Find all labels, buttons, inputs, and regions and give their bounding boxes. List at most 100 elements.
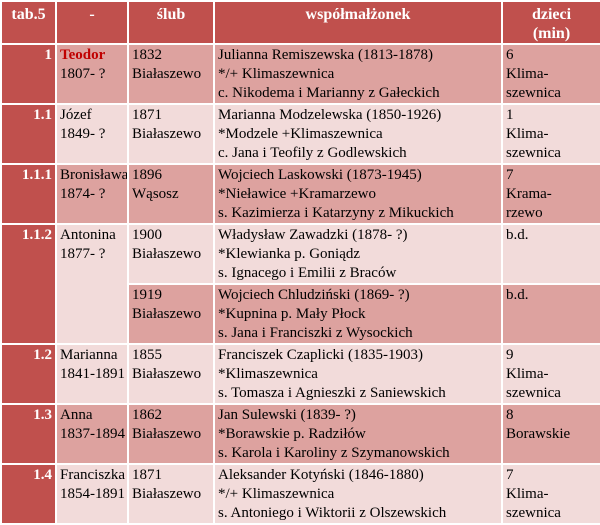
spouse-line: *Nieławice +Kramarzewo	[218, 186, 376, 202]
table-row: 1.2 Marianna 1841-1891 1855 Białaszewo F…	[0, 343, 600, 405]
marriage-year: 1900	[132, 227, 162, 243]
marriage-place: Białaszewo	[132, 306, 202, 322]
marriage-year: 1862	[132, 407, 162, 423]
children-line: 9	[506, 347, 514, 363]
marriage-cell: 1832 Białaszewo	[127, 43, 215, 105]
children-line: 1	[506, 107, 514, 123]
table-header-row: tab.5 - ślub współmałżonek dzieci (min)	[0, 0, 600, 45]
row-number: 1	[0, 43, 57, 105]
table-row: 1.3 Anna 1837-1894 1862 Białaszewo Jan S…	[0, 403, 600, 465]
children-line: 8	[506, 407, 514, 423]
marriage-place: Białaszewo	[132, 366, 202, 382]
children-line: szewnica	[506, 505, 561, 521]
spouse-line: *Borawskie p. Radziłów	[218, 426, 366, 442]
marriage-year: 1871	[132, 467, 162, 483]
person-name: Anna	[60, 407, 93, 423]
marriage-year: 1919	[132, 287, 162, 303]
children-cell: 1 Klima- szewnica	[501, 103, 600, 165]
spouse-line: Marianna Modzelewska (1850-1926)	[218, 107, 442, 123]
marriage-place: Białaszewo	[132, 66, 202, 82]
children-line: Klima-	[506, 66, 549, 82]
children-line: b.d.	[506, 227, 529, 243]
spouse-line: *Klewianka p. Goniądz	[218, 246, 361, 262]
spouse-line: Franciszek Czaplicki (1835-1903)	[218, 347, 423, 363]
person-cell: Anna 1837-1894	[55, 403, 129, 465]
person-dates: 1854-1891	[60, 486, 125, 502]
person-cell: Marianna 1841-1891	[55, 343, 129, 405]
person-name: Józef	[60, 107, 92, 123]
spouse-line: s. Ignacego i Emilii z Braców	[218, 265, 397, 281]
person-name: Teodor	[60, 47, 106, 63]
person-dates: 1841-1891	[60, 366, 125, 382]
spouse-line: Jan Sulewski (1839- ?)	[218, 407, 356, 423]
person-name: Marianna	[60, 347, 118, 363]
spouse-line: s. Jana i Franciszki z Wysockich	[218, 325, 413, 341]
spouse-line: Aleksander Kotyński (1846-1880)	[218, 467, 424, 483]
spouse-line: Wojciech Laskowski (1873-1945)	[218, 167, 422, 183]
children-cell: b.d.	[501, 283, 600, 345]
row-number: 1.4	[0, 463, 57, 525]
spouse-cell: Władysław Zawadzki (1878- ?) *Klewianka …	[213, 223, 503, 285]
children-cell: 9 Klima- szewnica	[501, 343, 600, 405]
marriage-cell: 1871 Białaszewo	[127, 463, 215, 525]
spouse-line: Władysław Zawadzki (1878- ?)	[218, 227, 408, 243]
spouse-cell: Jan Sulewski (1839- ?) *Borawskie p. Rad…	[213, 403, 503, 465]
spouse-cell: Aleksander Kotyński (1846-1880) */+ Klim…	[213, 463, 503, 525]
table-row: 1.4 Franciszka 1854-1891 1871 Białaszewo…	[0, 463, 600, 525]
row-number: 1.1.1	[0, 163, 57, 225]
table-row: 1.1.1 Bronisława 1874- ? 1896 Wąsosz Woj…	[0, 163, 600, 225]
marriage-year: 1832	[132, 47, 162, 63]
person-cell: Antonina 1877- ?	[55, 223, 129, 345]
spouse-cell: Julianna Remiszewska (1813-1878) */+ Kli…	[213, 43, 503, 105]
children-line: rzewo	[506, 205, 543, 221]
header-dash: -	[55, 0, 129, 45]
marriage-place: Białaszewo	[132, 126, 202, 142]
marriage-place: Białaszewo	[132, 246, 202, 262]
spouse-line: *Klimaszewnica	[218, 366, 318, 382]
marriage-cell: 1919 Białaszewo	[127, 283, 215, 345]
children-line: Borawskie	[506, 426, 571, 442]
row-number: 1.1	[0, 103, 57, 165]
row-number: 1.3	[0, 403, 57, 465]
spouse-line: s. Antoniego i Wiktorii z Olszewskich	[218, 505, 447, 521]
person-name: Franciszka	[60, 467, 125, 483]
marriage-year: 1871	[132, 107, 162, 123]
person-dates: 1837-1894	[60, 426, 125, 442]
children-line: 7	[506, 467, 514, 483]
children-cell: 8 Borawskie	[501, 403, 600, 465]
marriage-year: 1896	[132, 167, 162, 183]
header-dzieci: dzieci (min)	[501, 0, 600, 45]
marriage-cell: 1896 Wąsosz	[127, 163, 215, 225]
children-line: szewnica	[506, 85, 561, 101]
person-name: Bronisława	[60, 167, 128, 183]
children-line: Klima-	[506, 126, 549, 142]
marriage-cell: 1855 Białaszewo	[127, 343, 215, 405]
children-line: szewnica	[506, 385, 561, 401]
children-cell: 6 Klima- szewnica	[501, 43, 600, 105]
person-dates: 1807- ?	[60, 66, 106, 82]
children-line: Krama-	[506, 186, 552, 202]
marriage-cell: 1900 Białaszewo	[127, 223, 215, 285]
marriage-year: 1855	[132, 347, 162, 363]
table-row: 1.1.2 Antonina 1877- ? 1900 Białaszewo W…	[0, 223, 600, 345]
children-line: szewnica	[506, 145, 561, 161]
spouse-line: */+ Klimaszewnica	[218, 486, 335, 502]
header-wspolmalzonek: współmałżonek	[213, 0, 503, 45]
spouse-line: *Modzele +Klimaszewnica	[218, 126, 383, 142]
spouse-line: s. Kazimierza i Katarzyny z Mikuckich	[218, 205, 454, 221]
spouse-line: c. Nikodema i Marianny z Gałeckich	[218, 85, 440, 101]
table-row: 1.1 Józef 1849- ? 1871 Białaszewo Marian…	[0, 103, 600, 165]
header-dzieci-line1: dzieci	[531, 6, 572, 23]
person-cell: Józef 1849- ?	[55, 103, 129, 165]
spouse-line: Julianna Remiszewska (1813-1878)	[218, 47, 433, 63]
children-line: 7	[506, 167, 514, 183]
children-cell: 7 Klima- szewnica	[501, 463, 600, 525]
person-dates: 1877- ?	[60, 246, 106, 262]
children-line: 6	[506, 47, 514, 63]
spouse-cell: Marianna Modzelewska (1850-1926) *Modzel…	[213, 103, 503, 165]
table-row: 1919 Białaszewo Wojciech Chludziński (18…	[1, 283, 600, 345]
spouse-line: s. Tomasza i Agnieszki z Saniewskich	[218, 385, 446, 401]
row-number: 1.2	[0, 343, 57, 405]
spouse-line: s. Karola i Karoliny z Szymanowskich	[218, 445, 450, 461]
